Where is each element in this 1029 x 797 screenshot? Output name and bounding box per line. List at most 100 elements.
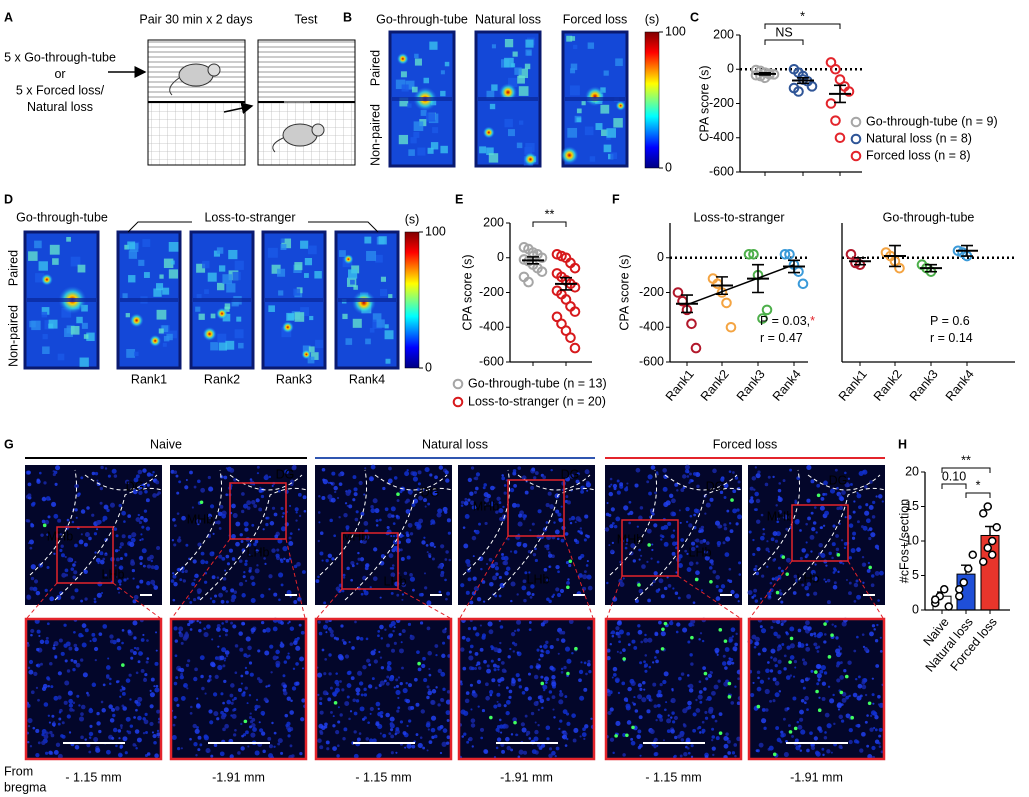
colorbar-unit: (s): [645, 12, 660, 26]
nucleus: [497, 684, 501, 687]
nucleus: [643, 638, 649, 643]
stats-text: r = 0.47: [760, 331, 803, 345]
nucleus: [94, 471, 99, 476]
nucleus: [254, 750, 260, 756]
nucleus: [225, 600, 229, 604]
nucleus: [127, 629, 132, 634]
nucleus: [833, 568, 838, 572]
nucleus: [655, 649, 660, 654]
nucleus: [272, 655, 278, 661]
nucleus: [772, 531, 778, 537]
nucleus: [35, 686, 39, 689]
nucleus: [853, 600, 857, 603]
nucleus: [539, 698, 545, 704]
nucleus: [350, 560, 355, 566]
nucleus: [573, 727, 579, 733]
rank-label: Rank1: [131, 372, 167, 386]
nucleus: [231, 557, 236, 561]
nucleus: [27, 725, 31, 728]
nucleus: [715, 650, 719, 654]
nucleus: [637, 729, 642, 734]
heatmap-cell: [138, 259, 145, 266]
nucleus: [754, 491, 759, 497]
nucleus: [470, 718, 476, 723]
nucleus: [393, 641, 397, 645]
nucleus: [384, 507, 389, 512]
data-point: [979, 557, 988, 566]
nucleus: [91, 632, 96, 637]
nucleus: [767, 591, 772, 596]
nucleus: [486, 493, 491, 499]
nucleus: [679, 754, 683, 758]
nucleus: [640, 554, 643, 557]
error-bar: [961, 244, 973, 257]
nucleus: [724, 666, 728, 670]
nucleus: [328, 653, 332, 657]
nucleus: [689, 653, 693, 657]
nucleus: [26, 470, 31, 475]
nucleus: [638, 515, 643, 521]
heatmap-cell: [161, 325, 169, 333]
nucleus: [690, 755, 694, 758]
y-tick-label: -600: [709, 164, 734, 178]
nucleus: [769, 699, 773, 703]
nucleus: [248, 661, 253, 665]
nucleus: [701, 720, 705, 724]
nucleus: [74, 646, 79, 652]
nucleus: [218, 526, 222, 530]
cfos-cell: [574, 646, 578, 651]
nucleus: [140, 533, 143, 536]
nucleus: [173, 696, 179, 702]
nucleus: [474, 651, 479, 656]
heatmap-hotspot: [560, 146, 579, 165]
nucleus: [348, 717, 351, 721]
nucleus: [340, 624, 344, 628]
panel-letter: B: [343, 10, 352, 24]
nucleus: [28, 659, 34, 665]
nucleus: [469, 491, 474, 496]
stats-part: P = 0.03,: [760, 314, 810, 328]
nucleus: [373, 648, 377, 652]
nucleus: [477, 705, 480, 708]
heatmap-cell: [514, 67, 522, 75]
nucleus: [723, 681, 729, 687]
panel-letter: E: [455, 192, 463, 206]
nucleus: [217, 664, 223, 671]
nucleus: [657, 689, 662, 694]
cfos-cell: [727, 681, 732, 686]
heatmap-cell: [399, 97, 409, 107]
nucleus: [564, 532, 569, 536]
nucleus: [806, 708, 809, 711]
nucleus: [144, 565, 147, 568]
nucleus: [84, 532, 90, 537]
nucleus: [246, 500, 252, 506]
nucleus: [252, 727, 257, 732]
nucleus: [395, 678, 399, 682]
nucleus: [822, 492, 826, 496]
nucleus: [690, 662, 694, 666]
nucleus: [334, 490, 337, 494]
nucleus: [175, 474, 179, 478]
x-tick-label: Rank1: [836, 367, 870, 404]
nucleus: [180, 672, 184, 676]
nucleus: [415, 733, 419, 736]
nucleus: [856, 635, 859, 639]
nucleus: [256, 564, 259, 567]
nucleus: [622, 648, 626, 652]
nucleus: [844, 471, 847, 475]
nucleus: [183, 683, 188, 688]
nucleus: [653, 571, 658, 576]
nucleus: [408, 491, 413, 495]
nucleus: [729, 658, 734, 662]
nucleus: [647, 474, 653, 480]
nucleus: [826, 749, 831, 754]
heatmap-cell: [351, 265, 360, 274]
zoom-frame: [24, 617, 163, 761]
heatmap-divider: [338, 298, 396, 302]
nucleus: [865, 503, 869, 507]
nucleus: [344, 502, 348, 505]
nucleus: [178, 536, 181, 539]
nucleus: [257, 649, 261, 653]
nucleus: [70, 567, 75, 571]
nucleus: [197, 748, 201, 752]
